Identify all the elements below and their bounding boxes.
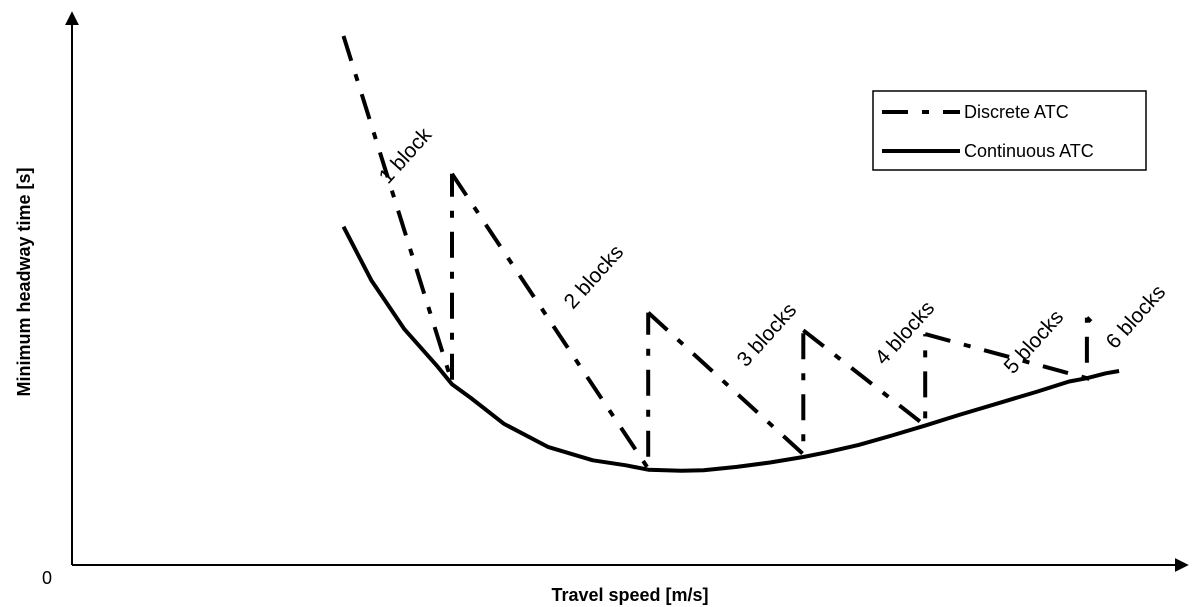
series-line-continuous bbox=[341, 225, 1120, 473]
origin-label: 0 bbox=[42, 568, 52, 588]
series-line-discrete-segment-1 bbox=[341, 35, 454, 384]
annotation-6-blocks: 6 blocks bbox=[1102, 281, 1171, 354]
series-line-discrete-segment-6 bbox=[1085, 316, 1093, 324]
annotation-5-blocks: 5 blocks bbox=[1000, 306, 1069, 379]
y-axis-title: Minimum headway time [s] bbox=[14, 167, 34, 396]
legend-box bbox=[872, 90, 1147, 171]
legend-label-discrete: Discrete ATC bbox=[964, 102, 1069, 122]
annotation-1-block: 1 block bbox=[375, 123, 437, 188]
legend-label-continuous: Continuous ATC bbox=[964, 141, 1094, 161]
annotation-3-blocks: 3 blocks bbox=[733, 299, 802, 372]
series-line-discrete-segment-5 bbox=[924, 317, 1089, 381]
series-line-discrete-segment-3 bbox=[646, 311, 806, 459]
series-line-discrete-segment-2 bbox=[450, 172, 651, 476]
legend: Discrete ATC Continuous ATC bbox=[872, 90, 1147, 171]
x-axis-title: Travel speed [m/s] bbox=[551, 585, 708, 605]
annotation-4-blocks: 4 blocks bbox=[871, 297, 940, 370]
annotation-2-blocks: 2 blocks bbox=[560, 241, 629, 314]
series-layer bbox=[341, 35, 1120, 476]
